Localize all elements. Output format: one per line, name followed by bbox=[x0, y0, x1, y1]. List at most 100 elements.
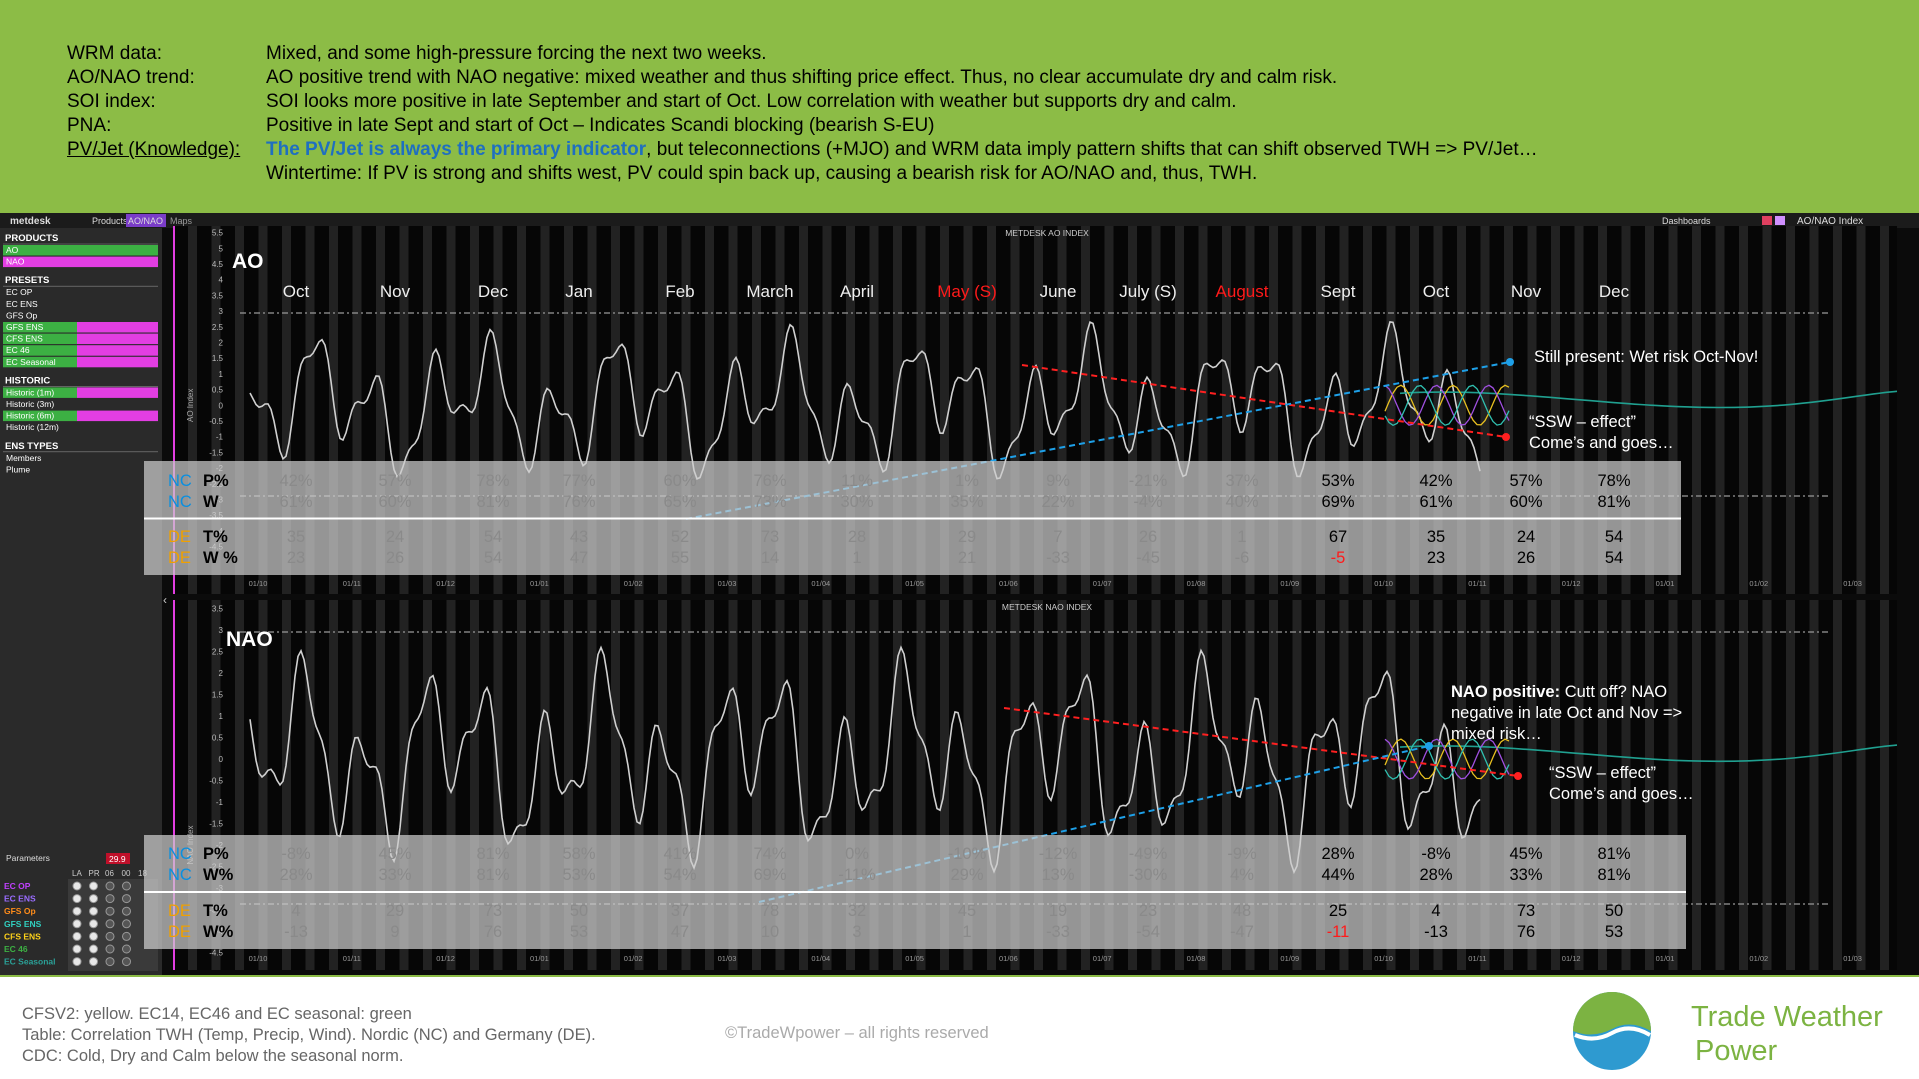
y-tick-label: -1 bbox=[216, 433, 224, 442]
x-tick-label: 01/04 bbox=[811, 954, 830, 963]
x-tick-label: 01/11 bbox=[343, 954, 361, 963]
arrow-head bbox=[1502, 433, 1510, 441]
row-highlight: The PV/Jet is always the primary indicat… bbox=[266, 139, 647, 160]
toolbar-item: Dashboards bbox=[1662, 216, 1711, 226]
y-tick-label: 2 bbox=[219, 669, 224, 678]
table-cell: 73 bbox=[1517, 902, 1535, 920]
row-region: DE bbox=[168, 923, 191, 941]
row-text-block: SOI looks more positive in late Septembe… bbox=[266, 91, 1237, 113]
table-cell: 67 bbox=[1329, 528, 1347, 546]
table-cell: 4% bbox=[1230, 866, 1254, 884]
model-name: EC Seasonal bbox=[4, 957, 56, 967]
sidebar-item: Members bbox=[6, 453, 41, 463]
footer-note: Table: Correlation TWH (Temp, Precip, Wi… bbox=[22, 1026, 596, 1044]
sidebar-item-bg bbox=[3, 333, 77, 345]
table-cell: 41% bbox=[663, 845, 696, 863]
table-cell: 25 bbox=[1329, 902, 1347, 920]
annotation-line: Cutt off? NAO bbox=[1565, 683, 1668, 701]
brand-text: Power bbox=[1695, 1035, 1778, 1067]
month-label: April bbox=[840, 282, 874, 301]
header: WRM data: Mixed, and some high-pressure f… bbox=[0, 0, 1919, 213]
table-cell: -13 bbox=[1424, 923, 1448, 941]
row-region: DE bbox=[168, 549, 191, 567]
month-label: May (S) bbox=[937, 282, 997, 301]
row-text: Positive in late Sept and start of Oct –… bbox=[266, 115, 935, 136]
sidebar-section-title: HISTORIC bbox=[5, 375, 50, 386]
model-name: GFS Op bbox=[4, 906, 36, 916]
y-tick-label: 1 bbox=[219, 370, 224, 379]
model-name: GFS ENS bbox=[4, 919, 42, 929]
x-tick-label: 01/03 bbox=[718, 954, 737, 963]
sidebar-item-flag bbox=[77, 333, 158, 345]
x-tick-label: 01/05 bbox=[905, 954, 924, 963]
table-cell: 74% bbox=[753, 845, 786, 863]
table-cell: 69% bbox=[753, 866, 786, 884]
x-tick-label: 01/04 bbox=[811, 579, 830, 588]
parameters-header: 00 bbox=[122, 869, 131, 878]
y-tick-label: 4.5 bbox=[212, 260, 224, 269]
x-tick-label: 01/01 bbox=[1656, 954, 1675, 963]
parameters-header: 06 bbox=[105, 869, 114, 878]
table-cell: 3 bbox=[852, 923, 861, 941]
table-cell: 37% bbox=[1225, 472, 1258, 490]
header-row: SOI index: SOI looks more positive in lat… bbox=[0, 91, 1919, 115]
annotation-heading: NAO positive: bbox=[1451, 683, 1560, 701]
month-label: Sept bbox=[1321, 282, 1356, 301]
table-cell: 58% bbox=[562, 845, 595, 863]
x-tick-label: 01/12 bbox=[1562, 579, 1581, 588]
sidebar-item: AO bbox=[6, 245, 19, 255]
month-label: August bbox=[1216, 282, 1269, 301]
table-cell: 53 bbox=[1605, 923, 1623, 941]
axis-label: AO Index bbox=[186, 389, 195, 422]
y-tick-label: 3.5 bbox=[212, 605, 224, 614]
parameters-header: PR bbox=[89, 869, 100, 878]
parameters-title: Parameters bbox=[6, 853, 50, 863]
logo-top bbox=[1573, 992, 1651, 1035]
table-cell: -11 bbox=[1327, 923, 1350, 941]
table-cell: 61% bbox=[1419, 493, 1452, 511]
month-label: Dec bbox=[1599, 282, 1630, 301]
table-cell: 29 bbox=[958, 528, 976, 546]
table-cell: 33% bbox=[1509, 866, 1542, 884]
row-region: NC bbox=[168, 866, 192, 884]
x-tick-label: 01/11 bbox=[343, 579, 361, 588]
x-tick-label: 01/08 bbox=[1187, 954, 1206, 963]
model-toggle bbox=[89, 944, 98, 954]
toolbar bbox=[0, 213, 1919, 228]
table-cell: 76 bbox=[484, 923, 502, 941]
table-cell: 1 bbox=[962, 923, 971, 941]
table-cell: -45 bbox=[1136, 549, 1160, 567]
y-tick-label: 1.5 bbox=[212, 691, 224, 700]
table-cell: 28% bbox=[1419, 866, 1452, 884]
y-tick-label: -1.5 bbox=[209, 820, 223, 829]
panel-label: AO bbox=[232, 250, 264, 273]
model-toggle bbox=[89, 906, 98, 916]
table-cell: 52 bbox=[671, 528, 689, 546]
y-tick-label: -4.5 bbox=[209, 949, 223, 958]
sidebar-item-bg bbox=[3, 256, 158, 268]
panel-title: METDESK AO INDEX bbox=[1005, 228, 1089, 238]
y-tick-label: 0 bbox=[219, 401, 224, 410]
table-cell: 81% bbox=[1597, 866, 1630, 884]
table-cell: 10 bbox=[761, 923, 779, 941]
row-text: AO positive trend with NAO negative: mix… bbox=[266, 67, 1338, 88]
table-cell: -12% bbox=[1039, 845, 1078, 863]
active-tab-bg bbox=[126, 214, 166, 227]
x-tick-label: 01/06 bbox=[999, 579, 1018, 588]
model-toggle bbox=[122, 894, 131, 904]
sidebar-section-title: PRODUCTS bbox=[5, 233, 58, 244]
sidebar-item-flag bbox=[77, 410, 158, 422]
sidebar-item-flag bbox=[77, 322, 158, 333]
table-cell: -8% bbox=[281, 845, 311, 863]
model-toggle bbox=[72, 957, 82, 967]
row-metric: W % bbox=[203, 549, 238, 567]
annotation: mixed risk… bbox=[1451, 725, 1542, 743]
model-toggle bbox=[72, 881, 82, 891]
sidebar-item-bg bbox=[3, 410, 77, 422]
table-cell: 53 bbox=[570, 923, 588, 941]
model-toggle bbox=[89, 931, 98, 941]
sidebar-item: Historic (1m) bbox=[6, 387, 54, 397]
model-toggle bbox=[72, 944, 82, 954]
model-toggle bbox=[89, 894, 98, 904]
x-tick-label: 01/09 bbox=[1280, 579, 1299, 588]
